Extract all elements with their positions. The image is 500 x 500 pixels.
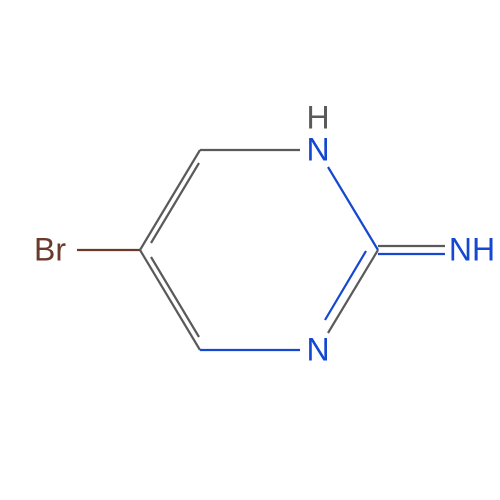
ring-nitrogen-3-label: N [306,132,329,169]
molecule-canvas: Br N H N NH [0,0,500,500]
bromine-label: Br [34,232,66,269]
bond-layer [0,0,500,500]
ring-nitrogen-1-label: N [306,332,329,369]
ring-nitrogen-3-hydrogen-label: H [306,100,329,137]
imine-nh-label: NH [449,232,495,269]
